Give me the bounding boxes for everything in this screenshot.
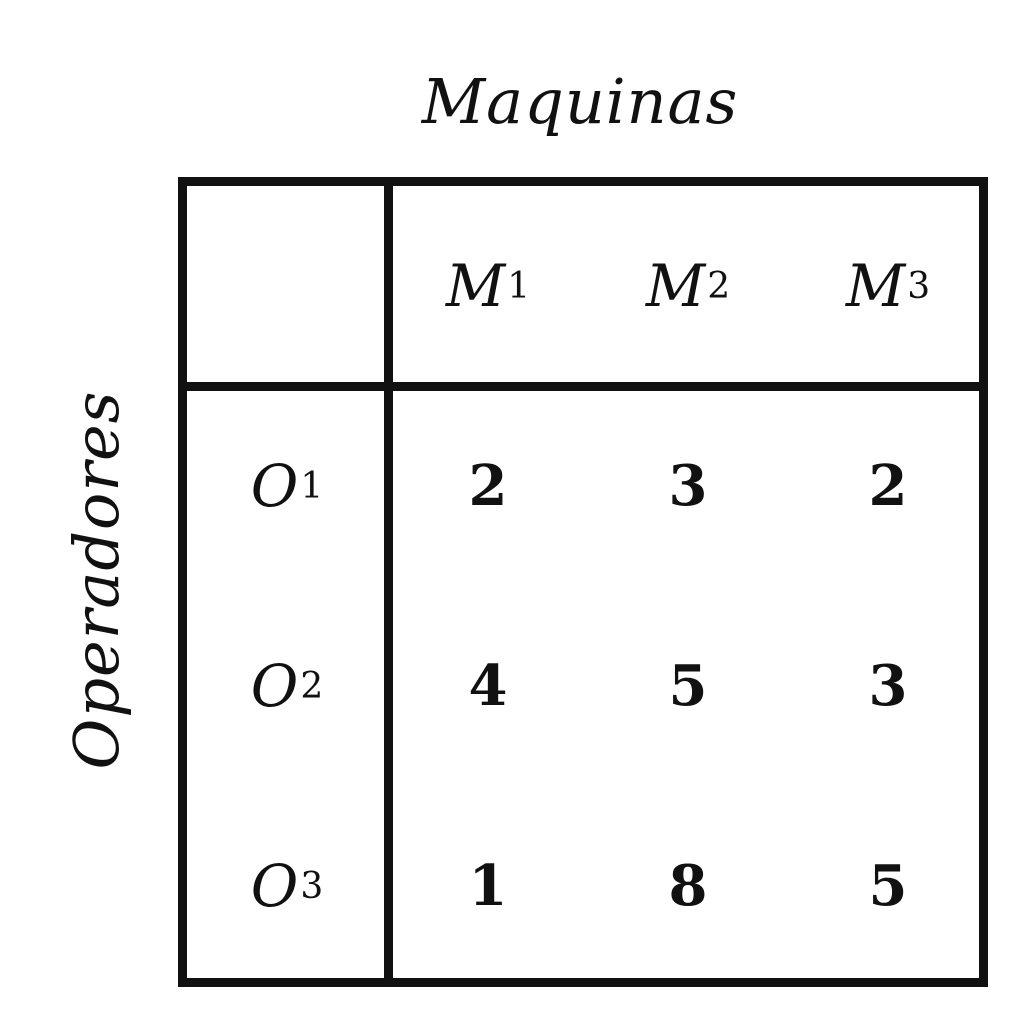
cell-o1-m2: 3 [668,453,708,519]
row-header-letter: O [250,852,299,920]
row-header-index: 3 [300,865,324,907]
corner-cell [187,186,387,386]
cell-o2-m3: 3 [868,653,908,719]
column-header-index: 2 [707,265,731,307]
cell-o3-m3: 5 [868,853,908,919]
row-title: Operadores [60,390,133,770]
column-header-letter: M [645,252,706,320]
row-header-letter: O [250,452,299,520]
cell-o2-m1: 4 [468,653,508,719]
cell-o1-m3: 2 [868,453,908,519]
column-header-index: 1 [507,265,531,307]
vertical-divider [384,186,393,978]
row-header-index: 2 [300,665,324,707]
cell-o3-m2: 8 [668,853,708,919]
column-title: Maquinas [421,65,739,138]
cell-o3-m1: 1 [468,853,508,919]
row-header-index: 1 [300,465,324,507]
column-header-letter: M [845,252,906,320]
row-header-letter: O [250,652,299,720]
horizontal-divider [187,382,979,391]
column-header-index: 3 [907,265,931,307]
cell-o1-m1: 2 [468,453,508,519]
column-header-letter: M [445,252,506,320]
cell-o2-m2: 5 [668,653,708,719]
